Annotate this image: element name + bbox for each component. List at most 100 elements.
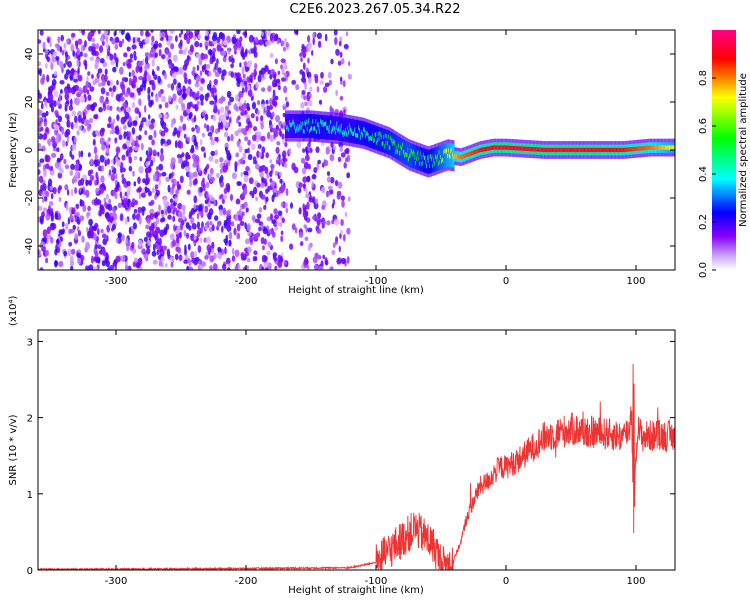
heatmap-noise-cell [108, 169, 112, 176]
heatmap-noise-cell [94, 159, 98, 168]
heatmap-ridge-core [583, 147, 585, 153]
heatmap-ridge-band [314, 114, 316, 139]
heatmap-noise-cell [319, 80, 325, 85]
heatmap-noise-cell [93, 233, 97, 241]
heatmap-noise-cell [92, 102, 98, 108]
heatmap-noise-cell [149, 213, 154, 220]
heatmap-noise-cell [284, 162, 288, 169]
heatmap-noise-cell [189, 175, 192, 181]
heatmap-noise-cell [332, 242, 336, 249]
heatmap-ridge-core [672, 145, 674, 150]
heatmap-ridge-band [342, 117, 344, 142]
heatmap-ridge-core [647, 145, 649, 150]
heatmap-noise-cell [258, 39, 264, 46]
heatmap-noise-cell [144, 36, 150, 45]
heatmap-ridge-core [581, 147, 583, 153]
heatmap-noise-cell [260, 67, 266, 75]
heatmap-noise-cell [173, 78, 177, 85]
heatmap-ridge-band [434, 147, 436, 172]
heatmap-noise-cell [106, 235, 109, 242]
heatmap-noise-cell [217, 222, 220, 229]
heatmap-noise-cell [193, 235, 197, 241]
heatmap-ridge-core [636, 146, 638, 151]
heatmap-noise-cell [326, 176, 332, 183]
heatmap-ridge-core [542, 147, 544, 152]
heatmap-noise-cell [187, 54, 190, 61]
heatmap-noise-cell [133, 120, 138, 126]
heatmap-noise-cell [81, 30, 85, 36]
heatmap-noise-cell [171, 83, 174, 91]
heatmap-noise-cell [316, 162, 320, 171]
heatmap-noise-cell [272, 89, 276, 96]
heatmap-ridge-core [606, 147, 608, 153]
heatmap-noise-cell [67, 248, 72, 257]
heatmap-noise-cell [161, 217, 166, 223]
heatmap-ridge-core [376, 140, 378, 145]
heatmap-noise-cell [144, 56, 149, 65]
heatmap-noise-cell [269, 105, 273, 110]
heatmap-ridge-core [627, 147, 629, 152]
heatmap-ridge-core [592, 147, 594, 153]
heatmap-ridge-core [597, 147, 599, 153]
heatmap-noise-cell [253, 68, 257, 74]
heatmap-noise-cell [345, 31, 349, 37]
heatmap-noise-cell [207, 132, 213, 137]
heatmap-noise-cell [315, 146, 320, 153]
heatmap-ridge-core [442, 158, 444, 163]
heatmap-noise-cell [223, 131, 229, 138]
heatmap-ridge-band [306, 114, 308, 138]
colorbar-tick-label: 0.8 [698, 70, 709, 86]
heatmap-noise-cell [203, 53, 208, 60]
heatmap-noise-cell [239, 220, 245, 226]
heatmap-noise-cell [185, 166, 191, 172]
heatmap-ridge-core [537, 147, 539, 152]
heatmap-noise-cell [179, 223, 184, 231]
heatmap-noise-cell [129, 92, 135, 98]
heatmap-ridge-core [594, 147, 596, 153]
heatmap-noise-cell [267, 241, 272, 248]
heatmap-noise-cell [184, 59, 189, 67]
heatmap-noise-cell [42, 229, 48, 238]
heatmap-noise-cell [265, 99, 269, 105]
heatmap-ridge-core [668, 145, 670, 150]
heatmap-noise-cell [205, 63, 211, 70]
heatmap-ridge-band [427, 149, 429, 174]
heatmap-ridge-band [416, 145, 418, 170]
heatmap-noise-cell [305, 193, 310, 199]
heatmap-ridge-core [410, 148, 412, 153]
heatmap-noise-cell [208, 155, 214, 162]
heatmap-ridge-core [582, 147, 584, 153]
heatmap-noise-cell [267, 85, 272, 92]
heatmap-noise-cell [183, 133, 187, 139]
heatmap-noise-cell [233, 227, 237, 236]
heatmap-ridge-core [397, 149, 399, 154]
heatmap-noise-cell [108, 198, 112, 204]
heatmap-noise-cell [128, 165, 133, 172]
snr-x-tick-label: 0 [503, 576, 509, 587]
heatmap-noise-cell [155, 189, 160, 196]
heatmap-noise-cell [75, 211, 81, 217]
heatmap-ridge-band [426, 149, 428, 174]
heatmap-ridge-core [608, 147, 610, 153]
heatmap-ridge-band [296, 114, 298, 138]
heatmap-noise-cell [152, 243, 156, 252]
heatmap-noise-cell [126, 106, 132, 113]
heatmap-noise-cell [44, 49, 49, 55]
heatmap-noise-cell [164, 208, 168, 216]
heatmap-ridge-core [534, 147, 536, 152]
heatmap-noise-cell [66, 120, 71, 128]
heatmap-noise-cell [57, 172, 63, 179]
heatmap-ridge-core [439, 160, 441, 165]
heatmap-noise-cell [61, 67, 64, 74]
colorbar-axis: 0.00.20.40.60.8 [698, 70, 716, 278]
heatmap-noise-cell [197, 245, 202, 253]
heatmap-noise-cell [101, 233, 107, 239]
heatmap-noise-cell [347, 196, 351, 202]
heatmap-ridge-core [444, 148, 447, 153]
heatmap-noise-cell [301, 167, 307, 175]
heatmap-noise-cell [145, 167, 149, 174]
heatmap-noise-cell [87, 205, 91, 212]
heatmap-ridge-band [390, 131, 392, 156]
heatmap-noise-cell [131, 69, 136, 77]
heatmap-noise-cell [156, 238, 161, 244]
